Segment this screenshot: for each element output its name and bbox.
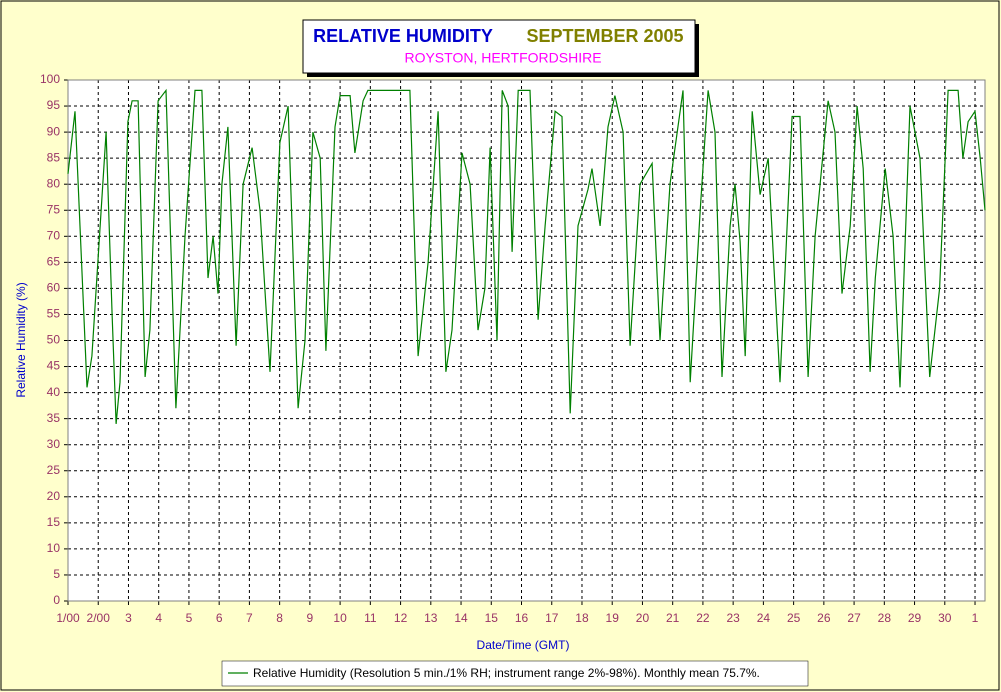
x-tick-label: 26 [817, 611, 831, 625]
y-tick-label: 45 [47, 359, 61, 373]
x-tick-label: 15 [485, 611, 499, 625]
x-tick-label: 24 [757, 611, 771, 625]
y-tick-label: 35 [47, 411, 61, 425]
x-tick-label: 1/00 [56, 611, 80, 625]
x-tick-label: 8 [276, 611, 283, 625]
title-box [302, 19, 696, 74]
x-axis-label: Date/Time (GMT) [477, 638, 570, 652]
x-tick-label: 11 [364, 611, 377, 625]
x-tick-label: 10 [333, 611, 347, 625]
x-tick-label: 4 [155, 611, 162, 625]
y-tick-label: 30 [47, 437, 61, 451]
y-tick-label: 100 [40, 72, 60, 86]
x-tick-label: 12 [394, 611, 408, 625]
chart-subtitle: ROYSTON, HERTFORDSHIRE [404, 50, 601, 66]
x-tick-label: 22 [696, 611, 710, 625]
y-axis-label: Relative Humidity (%) [14, 282, 28, 397]
x-tick-label: 27 [847, 611, 861, 625]
y-tick-label: 90 [47, 124, 61, 138]
y-tick-label: 65 [47, 255, 61, 269]
y-tick-label: 50 [47, 333, 61, 347]
x-tick-label: 9 [307, 611, 314, 625]
x-tick-label: 19 [606, 611, 620, 625]
x-tick-label: 21 [666, 611, 680, 625]
x-tick-label: 23 [726, 611, 740, 625]
chart-title-period: SEPTEMBER 2005 [526, 26, 683, 46]
x-tick-label: 7 [246, 611, 253, 625]
y-tick-label: 60 [47, 281, 61, 295]
x-tick-label: 28 [878, 611, 892, 625]
x-tick-label: 16 [515, 611, 529, 625]
y-tick-label: 0 [53, 593, 60, 607]
y-tick-label: 55 [47, 307, 61, 321]
y-tick-label: 10 [47, 541, 61, 555]
plot-border [67, 79, 986, 602]
x-tick-label: 2/00 [87, 611, 111, 625]
y-tick-label: 15 [47, 515, 61, 529]
x-tick-label: 14 [454, 611, 468, 625]
y-tick-label: 70 [47, 228, 61, 242]
y-tick-label: 80 [47, 176, 61, 190]
x-tick-label: 3 [125, 611, 132, 625]
x-tick-label: 17 [545, 611, 559, 625]
y-tick-label: 85 [47, 150, 61, 164]
x-tick-label: 25 [787, 611, 801, 625]
y-tick-label: 25 [47, 463, 61, 477]
y-tick-label: 40 [47, 385, 61, 399]
x-tick-label: 1 [972, 611, 979, 625]
y-tick-label: 20 [47, 489, 61, 503]
x-tick-label: 29 [908, 611, 922, 625]
y-tick-label: 75 [47, 202, 61, 216]
legend [221, 660, 809, 687]
x-tick-label: 18 [575, 611, 589, 625]
x-tick-label: 6 [216, 611, 223, 625]
x-tick-label: 30 [938, 611, 952, 625]
x-tick-label: 13 [424, 611, 438, 625]
x-tick-label: 5 [186, 611, 193, 625]
y-tick-label: 95 [47, 98, 61, 112]
humidity-line [67, 88, 986, 424]
legend-label: Relative Humidity (Resolution 5 min./1% … [253, 666, 760, 680]
y-tick-label: 5 [53, 567, 60, 581]
chart-title: RELATIVE HUMIDITY [313, 26, 493, 46]
x-tick-label: 20 [636, 611, 650, 625]
